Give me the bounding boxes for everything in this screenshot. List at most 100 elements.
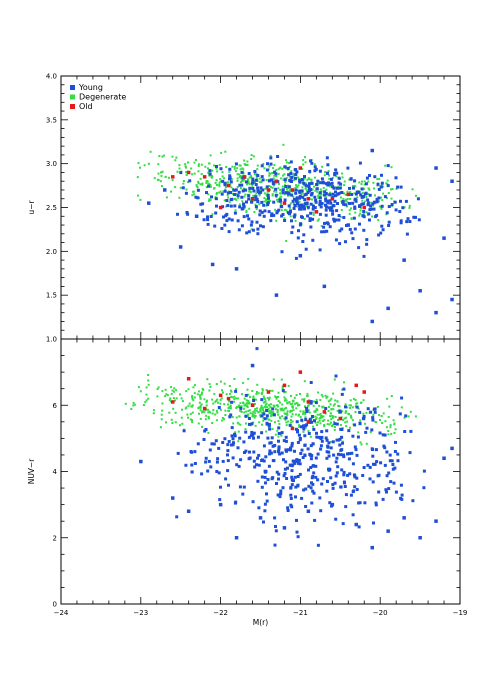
- point-young: [322, 181, 326, 185]
- point-degenerate: [359, 209, 362, 212]
- point-degenerate: [365, 411, 368, 414]
- point-degenerate: [271, 193, 274, 196]
- plot-frame: [60, 75, 461, 340]
- point-degenerate: [344, 416, 347, 419]
- point-degenerate: [305, 205, 308, 208]
- point-young: [300, 448, 304, 452]
- point-young: [320, 230, 324, 234]
- point-degenerate: [414, 415, 417, 418]
- point-degenerate: [229, 406, 232, 409]
- point-young: [316, 543, 320, 547]
- point-young: [228, 167, 232, 171]
- point-degenerate: [187, 404, 190, 407]
- point-young: [358, 222, 361, 226]
- point-young: [327, 206, 331, 210]
- point-young: [282, 474, 286, 478]
- point-young: [320, 202, 324, 205]
- point-young: [326, 201, 330, 205]
- point-degenerate: [291, 425, 293, 428]
- point-degenerate: [227, 403, 229, 406]
- point-degenerate: [303, 183, 305, 186]
- point-degenerate: [387, 192, 390, 194]
- point-young: [389, 480, 393, 484]
- point-degenerate: [185, 188, 188, 191]
- point-young: [350, 193, 354, 196]
- point-degenerate: [283, 396, 286, 399]
- point-degenerate: [160, 174, 163, 177]
- point-degenerate: [301, 167, 304, 170]
- point-degenerate: [224, 188, 227, 191]
- point-young: [298, 437, 302, 440]
- point-degenerate: [300, 193, 303, 196]
- point-young: [311, 442, 315, 446]
- point-degenerate: [252, 396, 255, 399]
- point-young: [226, 191, 230, 195]
- point-young: [283, 219, 287, 222]
- point-degenerate: [277, 187, 280, 190]
- point-young: [253, 465, 257, 469]
- point-young: [289, 486, 293, 490]
- point-young: [355, 453, 359, 457]
- point-young: [383, 195, 387, 199]
- point-young: [230, 400, 234, 404]
- point-young: [380, 181, 384, 185]
- point-degenerate: [246, 183, 249, 186]
- point-young: [349, 177, 353, 181]
- point-degenerate: [332, 404, 335, 407]
- point-young: [309, 225, 313, 229]
- point-young: [357, 191, 361, 194]
- point-young: [300, 189, 304, 193]
- point-young: [204, 460, 208, 464]
- point-young: [306, 509, 311, 513]
- point-young: [314, 464, 318, 468]
- point-degenerate: [289, 202, 292, 205]
- point-degenerate: [248, 183, 251, 185]
- point-degenerate: [232, 422, 235, 425]
- point-young: [418, 536, 422, 540]
- point-young: [283, 472, 287, 475]
- point-young: [265, 409, 269, 412]
- point-degenerate: [195, 184, 198, 187]
- point-young: [342, 216, 346, 219]
- point-degenerate: [238, 415, 241, 418]
- point-degenerate: [374, 194, 376, 197]
- point-young: [302, 424, 306, 428]
- point-young: [247, 435, 251, 439]
- point-young: [202, 218, 206, 222]
- point-degenerate: [180, 397, 183, 400]
- point-degenerate: [320, 225, 323, 228]
- point-young: [333, 172, 337, 175]
- point-degenerate: [350, 404, 352, 407]
- point-degenerate: [279, 192, 282, 195]
- point-degenerate: [157, 172, 160, 175]
- point-old: [322, 410, 327, 414]
- point-young: [267, 422, 271, 426]
- point-degenerate: [169, 397, 172, 400]
- point-young: [308, 169, 312, 173]
- point-degenerate: [271, 186, 274, 189]
- point-degenerate: [323, 418, 326, 421]
- point-degenerate: [270, 411, 273, 413]
- point-degenerate: [228, 406, 231, 409]
- point-young: [272, 200, 276, 204]
- point-degenerate: [145, 399, 148, 402]
- point-degenerate: [294, 219, 297, 222]
- point-degenerate: [382, 192, 385, 195]
- point-degenerate: [174, 399, 176, 402]
- point-degenerate: [343, 192, 345, 195]
- point-young: [179, 171, 183, 175]
- point-degenerate: [247, 180, 250, 183]
- point-degenerate: [228, 171, 231, 174]
- point-young: [182, 429, 186, 433]
- point-young: [237, 190, 241, 194]
- y-axis-label: u−r: [27, 200, 36, 215]
- point-young: [358, 410, 362, 414]
- point-young: [325, 489, 329, 493]
- point-degenerate: [307, 405, 309, 408]
- point-degenerate: [328, 405, 330, 408]
- point-young: [254, 183, 258, 186]
- point-young: [372, 521, 375, 525]
- point-degenerate: [263, 200, 266, 203]
- point-young: [290, 193, 294, 197]
